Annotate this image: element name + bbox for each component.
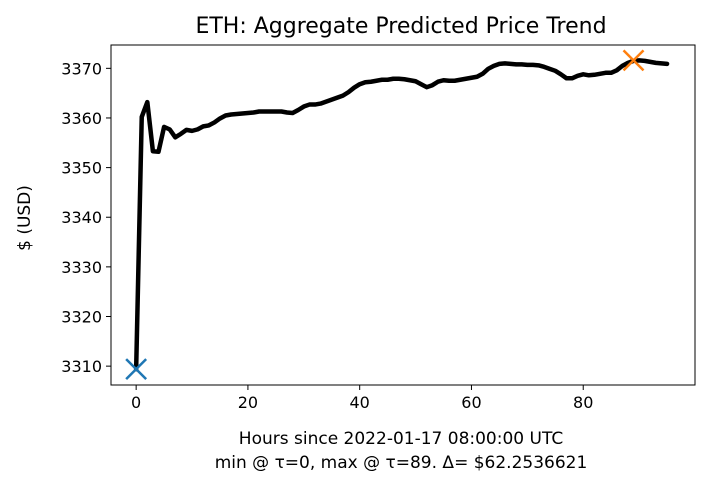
y-tick-label: 3330 [61,258,102,277]
y-tick-label: 3310 [61,357,102,376]
y-tick-label: 3360 [61,109,102,128]
x-tick-label: 60 [461,393,481,412]
y-tick-label: 3340 [61,208,102,227]
min-marker [125,358,148,381]
max-marker [622,49,645,72]
chart-title: ETH: Aggregate Predicted Price Trend [195,14,606,39]
x-tick-label: 0 [131,393,141,412]
y-tick-label: 3370 [61,59,102,78]
x-axis-label-line2: min @ τ=0, max @ τ=89. Δ= $62.2536621 [215,453,588,473]
x-axis-label: Hours since 2022-01-17 08:00:00 UTC [239,429,563,449]
x-tick-label: 80 [573,393,593,412]
marker-layer [125,49,645,381]
plot-frame [110,44,696,386]
x-tick-label: 20 [238,393,258,412]
series-line-0 [133,58,670,372]
y-tick-label: 3320 [61,308,102,327]
x-tick-label: 40 [350,393,370,412]
y-tick-label: 3350 [61,159,102,178]
series-layer [133,58,670,372]
y-axis: 3310 3320 3330 3340 3350 3360 3370 [61,59,111,376]
x-axis: 0 20 40 60 80 [131,385,593,412]
y-axis-label: $ (USD) [15,185,35,251]
plot-area [110,44,696,386]
